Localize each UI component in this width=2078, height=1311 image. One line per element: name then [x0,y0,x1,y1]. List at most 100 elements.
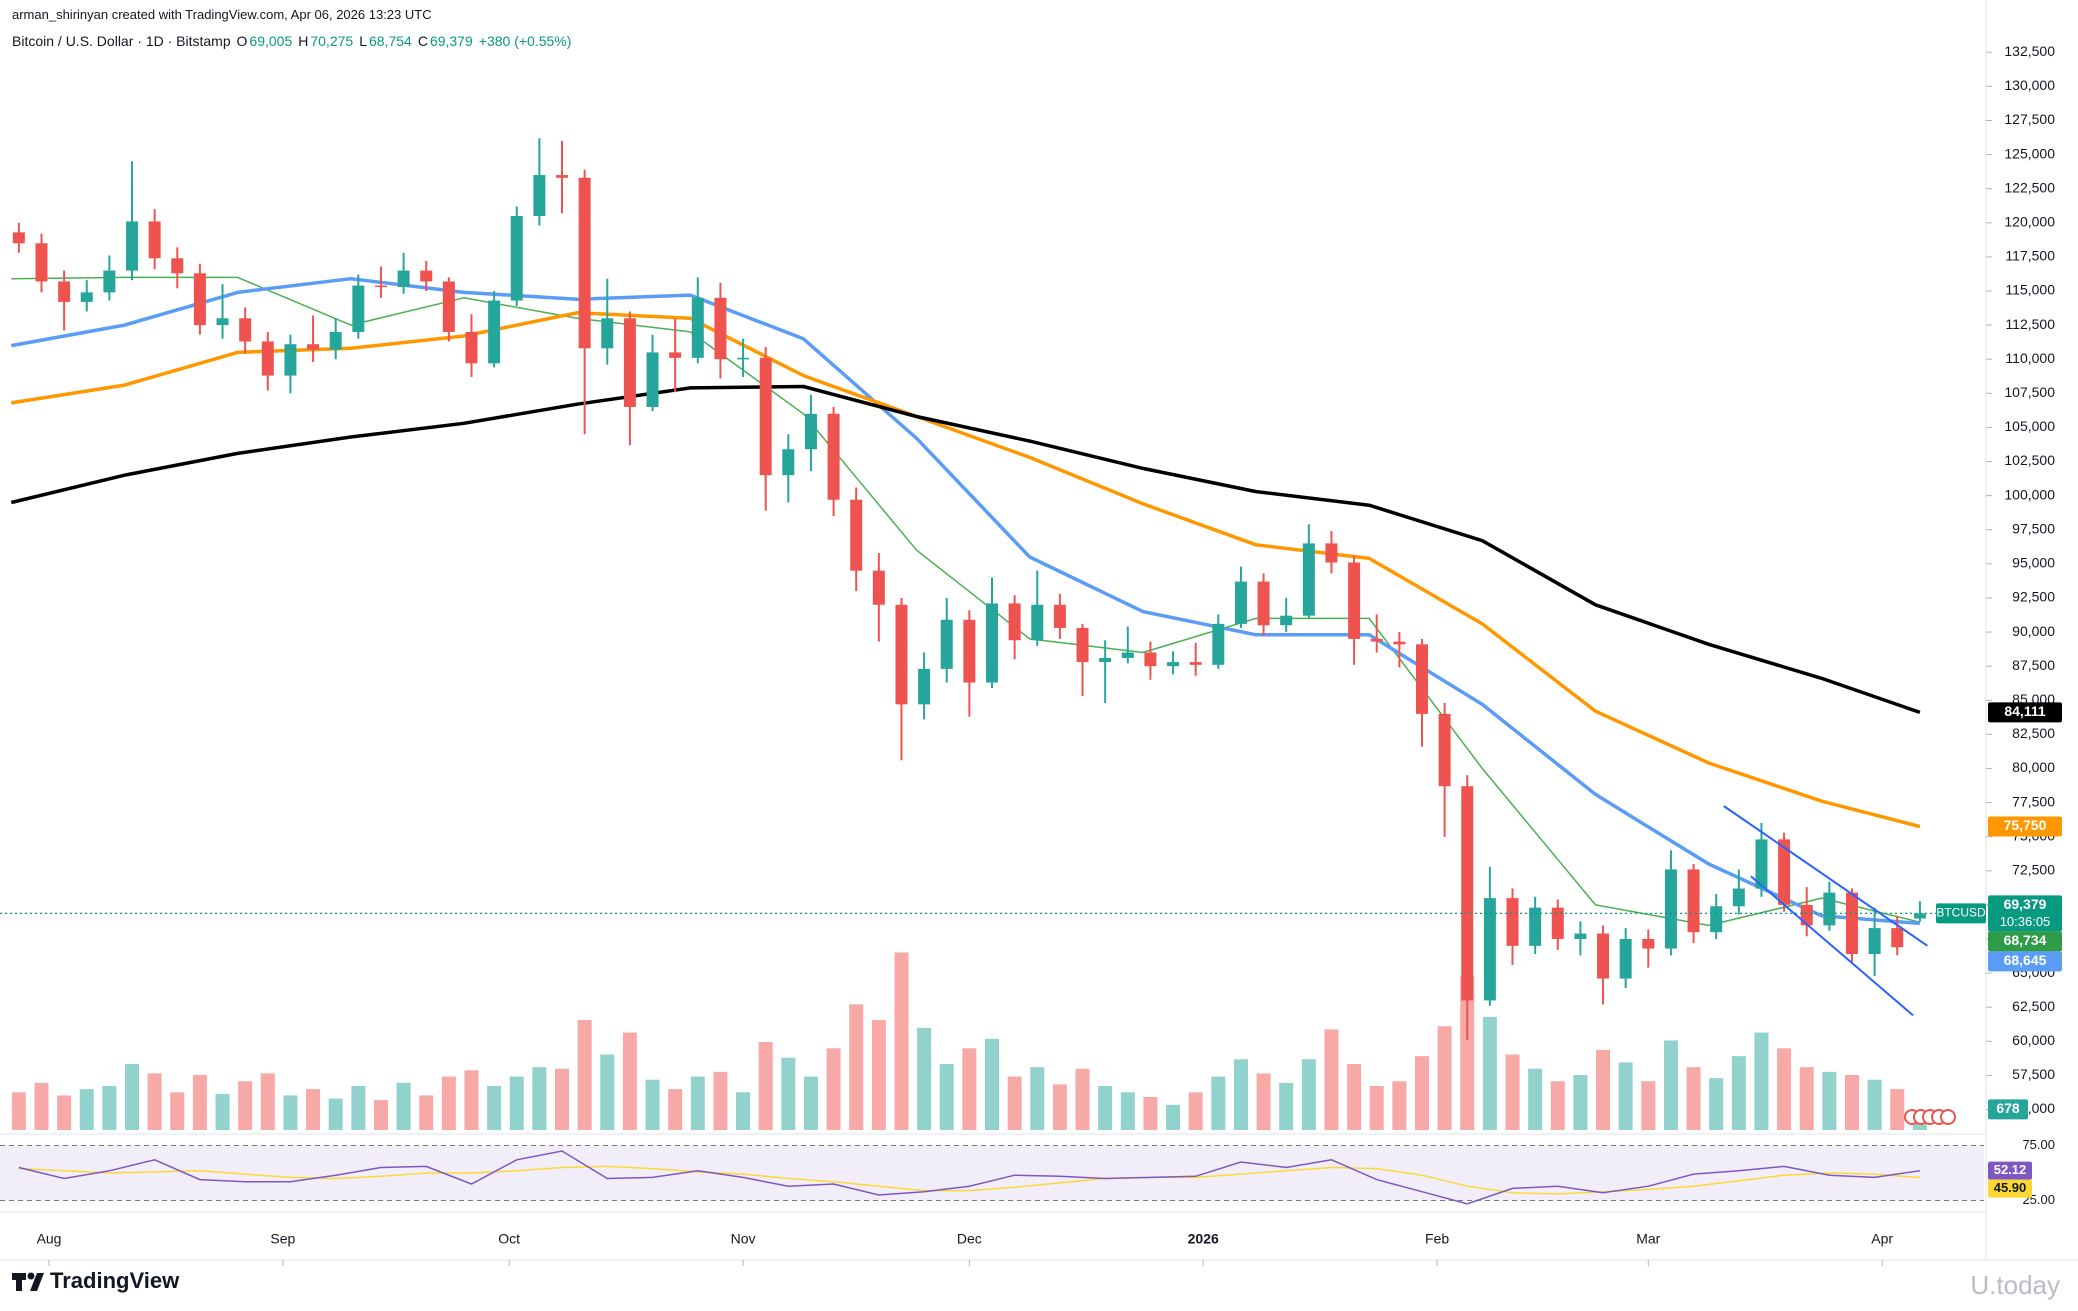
candle-body [850,499,863,571]
candle-body [804,413,817,450]
volume-bar [1166,1104,1181,1130]
volume-bar [1505,1054,1520,1130]
y-tick-label: 110,000 [2005,350,2055,366]
symbol: Bitcoin / U.S. Dollar · 1D · Bitstamp [12,33,231,49]
price-tag-label: 68,734 [2004,932,2047,948]
volume-bar [1437,1026,1452,1130]
candle-body [1642,939,1655,949]
candle-body [601,318,614,349]
symbol-tag-label: BTCUSD [1936,906,1986,920]
x-tick-label: Apr [1871,1231,1893,1247]
volume-bar [1663,1040,1678,1130]
volume-bar [894,952,909,1130]
rsi-band [0,1145,1984,1201]
candle-body [374,285,387,288]
candle-body [1551,907,1564,940]
rsi-ma-line [18,1165,1920,1195]
candle-body [1031,604,1044,641]
volume-bar [577,1020,592,1130]
volume-bar [147,1073,162,1130]
ohlc-key: L [359,33,367,49]
candle-body [1212,623,1225,665]
y-tick-label: 90,000 [2012,623,2055,639]
candle-body [1710,906,1723,933]
candle-body [103,270,116,293]
candle-body [1755,839,1768,889]
y-tick-label: 80,000 [2012,759,2055,775]
y-tick-label: 105,000 [2004,418,2055,434]
y-tick-label: 112,500 [2005,316,2055,332]
y-tick-label: 62,500 [2012,998,2055,1014]
candle-body [80,292,93,302]
candle-body [691,297,704,358]
candle-body [782,449,795,476]
candle-body [1574,933,1587,940]
price-tag-label: 84,111 [2004,703,2045,719]
candle-body [1778,839,1791,905]
y-tick-label: 117,500 [2005,248,2055,264]
candle-body [1099,657,1112,663]
price-tag [1988,895,2062,932]
volume-bar [306,1089,321,1130]
rsi-tag-label: 52.12 [1994,1162,2027,1177]
candle-body [420,270,433,282]
x-tick-label: Oct [498,1231,520,1247]
volume-bar [736,1092,751,1130]
y-tick-label: 107,500 [2004,384,2055,400]
candle-body [1913,913,1926,919]
volume-bar [826,1048,841,1130]
candle-body [556,175,569,178]
candle-body [918,668,931,705]
volume-bar [1596,1049,1611,1130]
candle-body [1189,662,1202,665]
ohlc-key: C [417,33,428,49]
candle-body [986,603,998,683]
candle-body [284,344,297,376]
candle-body [352,285,365,332]
candle-body [1868,928,1881,955]
volume-bar [1754,1032,1769,1130]
price-tag [1988,816,2062,837]
candle-body [216,318,229,326]
candle-body [329,331,342,350]
candle-body [1483,898,1496,1001]
candle-body [1529,907,1542,946]
volume-bar [351,1086,366,1130]
volume-bar [1369,1086,1384,1130]
candle-body [1370,638,1383,642]
candle-body [1461,786,1474,1001]
x-tick-label: Nov [731,1231,756,1247]
volume-bar [396,1082,411,1130]
volume-bar [34,1082,49,1130]
volume-bar [1414,1056,1429,1130]
volume-bar [487,1086,502,1130]
volume-bar [1777,1048,1792,1130]
candle-body [465,331,478,364]
candle-body [1302,543,1315,616]
ohlc-key: O [236,33,248,49]
candle-body [1438,713,1451,787]
y-tick-label: 97,500 [2012,520,2055,536]
symbol-tag [1936,903,1986,924]
candle-body [1257,581,1270,626]
x-tick-label: Sep [270,1231,295,1247]
ohlc-key: H [298,33,309,49]
candle-body [1325,543,1338,563]
candle-body [193,273,206,326]
watermark: U.today [1970,1270,2060,1300]
volume-bar [1188,1092,1203,1130]
volume-bar [79,1089,94,1130]
y-tick-label: 77,500 [2012,793,2055,809]
volume-bar [1641,1081,1656,1130]
y-tick-label: 57,500 [2012,1066,2055,1082]
volume-bar [1618,1062,1633,1130]
volume-bar [1052,1084,1067,1130]
y-tick-label: 120,000 [2004,214,2055,230]
volume-bar [1867,1079,1882,1130]
price-tag-label: 75,750 [2004,817,2047,833]
rsi-tick-label: 75.00 [2022,1137,2055,1152]
volume-bar [1460,976,1475,1130]
candle-body [239,318,252,342]
volume-bar [1120,1092,1135,1130]
